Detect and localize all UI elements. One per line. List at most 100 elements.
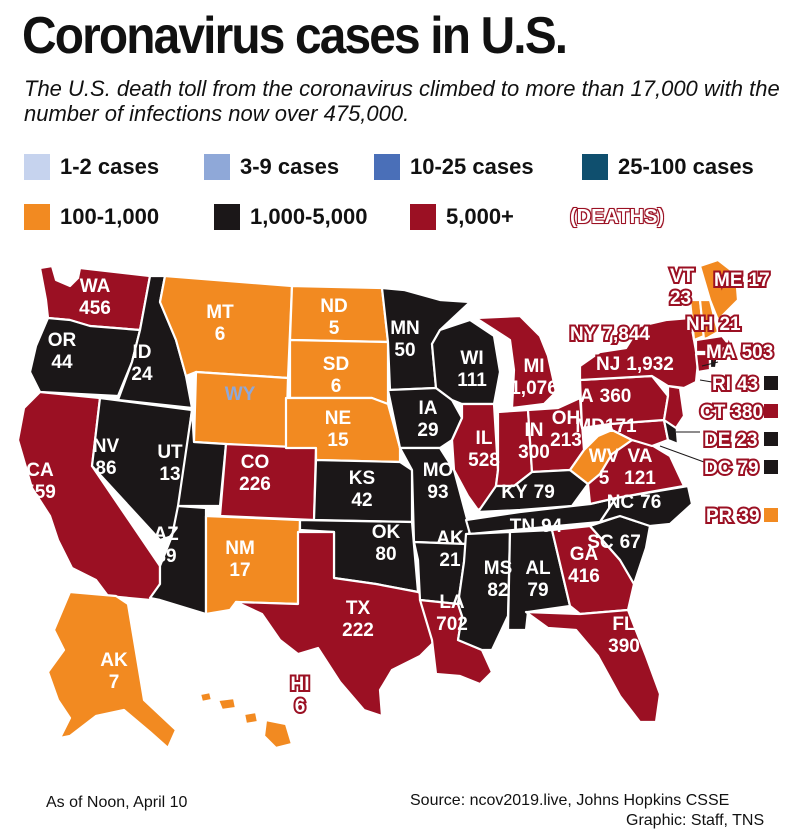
state-MA (694, 334, 732, 354)
label-RI: RI 43 (712, 374, 758, 395)
legend-item-5000plus: 5,000+ (410, 204, 514, 230)
state-NJ (662, 384, 686, 430)
source-credit: Source: ncov2019.live, Johns Hopkins CSS… (410, 792, 730, 809)
label-NV: NV 86 (93, 436, 120, 479)
label-MN: MN 50 (390, 318, 420, 361)
state-ME (698, 258, 740, 322)
label-TX: TX 222 (342, 598, 374, 641)
legend-label: 1,000-5,000 (250, 204, 368, 229)
legend-swatch (582, 154, 608, 180)
state-FL (524, 608, 662, 724)
label-LA: LA 702 (436, 592, 468, 635)
legend-label: 1-2 cases (60, 154, 160, 179)
label-PA: PA 360 (569, 386, 632, 407)
label-MA: MA 503 (706, 342, 773, 363)
state-HI-2 (216, 696, 238, 712)
label-TN: TN 94 (510, 516, 563, 537)
state-NM (204, 514, 302, 616)
label-DC: DC 79 (704, 458, 759, 479)
label-OK: OK 80 (372, 522, 401, 565)
state-labels: WA 456 OR 44 CA 559 ID 24 NV 86 MT 6 WY UT 13 A… (24, 264, 775, 719)
state-RI (708, 352, 720, 370)
legend-swatch (374, 154, 400, 180)
legend: 1-2 cases 3-9 cases 10-25 cases 25-100 c… (0, 0, 800, 240)
legend-item-100-1000: 100-1,000 (24, 204, 159, 230)
label-NY: NY 7,844 (570, 324, 650, 345)
state-AK-inset (46, 590, 178, 750)
label-UT: UT 13 (157, 442, 183, 485)
label-NH: NH 21 (686, 314, 741, 335)
label-MS: MS 82 (484, 558, 513, 601)
state-CT (694, 352, 712, 374)
label-MO: MO 93 (423, 460, 454, 503)
legend-swatch (214, 204, 240, 230)
legend-swatch (410, 204, 436, 230)
label-ND: ND 5 (320, 296, 347, 339)
label-AL: AL 79 (525, 558, 551, 601)
legend-label: 3-9 cases (240, 154, 340, 179)
delaware-key-swatch (764, 432, 778, 446)
legend-label: 25-100 cases (618, 154, 754, 179)
connecticut-key-swatch (764, 404, 778, 418)
state-TX (234, 530, 438, 718)
states-layer (16, 258, 740, 750)
legend-swatch (24, 204, 50, 230)
label-NE: NE 15 (325, 408, 351, 451)
rhode-island-key-swatch (764, 376, 778, 390)
label-WI: WI 111 (457, 348, 487, 391)
legend-item-1000-5000: 1,000-5,000 (214, 204, 367, 230)
label-IN: IN 300 (518, 420, 550, 463)
label-PR: PR 39 (706, 506, 760, 527)
label-FL: FL 390 (608, 614, 640, 657)
state-IL (450, 402, 500, 512)
label-WY: WY (225, 384, 256, 405)
label-CA: CA 559 (24, 460, 56, 503)
deaths-key-label: (DEATHS) (570, 206, 665, 228)
label-KS: KS 42 (349, 468, 375, 511)
label-OH: OH 213 (550, 408, 582, 451)
label-VT: VT 23 (670, 266, 695, 309)
label-IA: IA 29 (417, 398, 438, 441)
label-MI: MI 1,076 (510, 356, 558, 399)
label-ME: ME 17 (714, 270, 770, 291)
label-ID: ID 24 (131, 342, 153, 385)
state-CA (16, 390, 162, 602)
legend-label: 5,000+ (446, 204, 514, 229)
label-GA: GA 416 (568, 544, 600, 587)
label-AZ: AZ 89 (153, 524, 179, 567)
label-NJ: NJ 1,932 (596, 354, 674, 375)
state-HI-4 (262, 718, 294, 750)
label-MD: MD171 (575, 416, 637, 437)
as-of-date: As of Noon, April 10 (46, 794, 188, 811)
label-KY: KY 79 (501, 482, 555, 503)
label-AR: AK 21 (436, 528, 464, 571)
label-WV: WV 5 (589, 446, 620, 489)
label-CO: CO 226 (239, 452, 271, 495)
page-title: Coronavirus cases in U.S. (22, 7, 568, 65)
label-DE: DE 23 (704, 430, 758, 451)
legend-item-3-9: 3-9 cases (204, 154, 339, 180)
label-WA: WA 456 (79, 276, 111, 319)
legend-item-10-25: 10-25 cases (374, 154, 534, 180)
label-CT: CT 380 (700, 402, 763, 423)
label-SC: SC 67 (587, 532, 641, 553)
state-HI-1 (198, 690, 214, 704)
state-MI (474, 314, 558, 410)
legend-item-1-2: 1-2 cases (24, 154, 159, 180)
legend-swatch (204, 154, 230, 180)
label-VA: VA 121 (624, 446, 656, 489)
dc-key-swatch (764, 460, 778, 474)
state-HI-3 (242, 710, 260, 726)
label-NC: NC 76 (607, 492, 662, 513)
subtitle: The U.S. death toll from the coronavirus… (24, 76, 780, 126)
label-MT: MT 6 (206, 302, 234, 345)
label-AK-inset: AK 7 (100, 650, 128, 693)
puerto-rico-key-swatch (764, 508, 778, 522)
state-WV (568, 428, 634, 486)
label-SD: SD 6 (323, 354, 349, 397)
leader-lines (659, 361, 719, 463)
legend-label: 10-25 cases (410, 154, 534, 179)
label-HI: HI 6 (291, 674, 310, 717)
